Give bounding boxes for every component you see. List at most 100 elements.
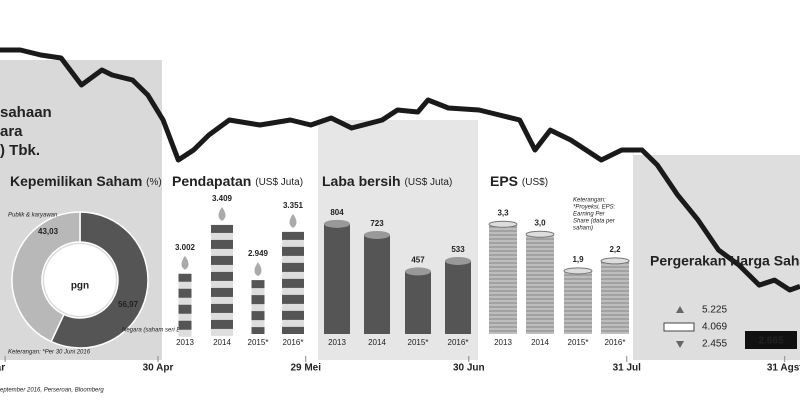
bar [405, 271, 431, 334]
panel-title: Kepemilikan Saham (%) [10, 173, 162, 189]
panel-title: EPS (US$) [490, 173, 548, 189]
coin-stack [488, 220, 518, 334]
title-unit: (US$ Juta) [255, 177, 303, 188]
value-label: 2.949 [248, 249, 269, 258]
bar-cap [324, 219, 350, 228]
note: Keterangan: [573, 198, 606, 204]
donut-segment [50, 211, 149, 349]
x-label: 2013 [328, 338, 346, 347]
x-label: 2014 [368, 338, 386, 347]
stat-icon [676, 306, 684, 313]
coin-column [601, 260, 629, 334]
logo: pgn [71, 281, 89, 292]
coin-top [563, 267, 593, 275]
stripe [282, 239, 304, 247]
source: eptember 2016, Perseroan, Bloomberg [0, 388, 104, 394]
x-label: 2016* [448, 338, 469, 347]
coin-top [488, 220, 518, 228]
stripe [282, 271, 304, 279]
stripe [178, 313, 192, 321]
x-tick-label: Mar [0, 363, 5, 374]
end-label: 2.665 [758, 336, 783, 347]
stat-icon [663, 322, 695, 332]
x-tick-label: 29 Mei [290, 363, 321, 374]
value-label: 2,2 [609, 245, 621, 254]
value-label: 3.409 [212, 194, 233, 203]
panel-title: Laba bersih (US$ Juta) [322, 173, 452, 189]
flame [181, 255, 189, 270]
coin-top [600, 257, 630, 265]
stripe [178, 329, 192, 337]
bar [445, 260, 471, 334]
stripe [251, 320, 265, 328]
stripe [211, 312, 233, 320]
title-text: EPS [490, 173, 518, 189]
coin-stack [525, 230, 555, 334]
logo-bg [44, 244, 116, 316]
legend-label: Negara (saham seri B) [122, 328, 182, 334]
stripe [251, 304, 265, 312]
stat-label: 2.455 [702, 339, 727, 350]
tower-body [282, 231, 304, 334]
headline: ) Tbk. [0, 142, 40, 159]
tower [211, 206, 233, 336]
title-text: Kepemilikan Saham [10, 173, 142, 189]
x-label: 2015* [408, 338, 429, 347]
coin-stack [563, 267, 593, 334]
stripe [211, 296, 233, 304]
tower [178, 255, 192, 337]
value-label: 723 [370, 219, 384, 228]
flame [218, 206, 226, 221]
title-unit: (US$ Juta) [404, 177, 452, 188]
value-label: 3.351 [283, 201, 304, 210]
value-label: 457 [411, 256, 425, 265]
x-tick-label: 31 Jul [613, 363, 642, 374]
tower [251, 262, 265, 334]
stripe [211, 328, 233, 336]
x-label: 2015* [568, 338, 589, 347]
bar-cap [405, 267, 431, 276]
bar [324, 223, 350, 334]
price-line [0, 47, 800, 293]
x-label: 2013 [494, 338, 512, 347]
value-label: 3,3 [497, 208, 509, 217]
bar-cap [445, 256, 471, 265]
coin-column [564, 270, 592, 334]
donut-segment [11, 211, 81, 343]
value-label: 3.002 [175, 243, 196, 252]
stripe [178, 297, 192, 305]
panel-title: Pendapatan (US$ Juta) [172, 173, 303, 189]
stripe [251, 288, 265, 296]
stripe [282, 255, 304, 263]
note: *Proyeksi, EPS: [573, 205, 616, 211]
title-text: Laba bersih [322, 173, 401, 189]
stat-label: 4.069 [702, 322, 727, 333]
x-label: 2016* [283, 338, 304, 347]
x-label: 2016* [605, 338, 626, 347]
flame [289, 213, 297, 228]
title-unit: (%) [146, 177, 162, 188]
coin-stack [600, 257, 630, 334]
x-tick-label: 30 Apr [143, 363, 174, 374]
bar-cap [364, 230, 390, 239]
stripe [282, 287, 304, 295]
coin-top [525, 230, 555, 238]
value-label: 56,97 [118, 300, 139, 309]
tower [282, 213, 304, 334]
stripe [211, 280, 233, 288]
panel-bg [633, 155, 800, 360]
value-label: 3,0 [534, 218, 546, 227]
stripe [211, 232, 233, 240]
flame [254, 262, 262, 277]
x-label: 2013 [176, 338, 194, 347]
stat-icon [676, 341, 684, 348]
title-text: Pendapatan [172, 173, 251, 189]
value-label: 1,9 [572, 255, 584, 264]
x-tick-label: 30 Jun [453, 363, 485, 374]
note: saham) [573, 226, 593, 232]
note: Earning Per [573, 212, 606, 218]
x-label: 2015* [248, 338, 269, 347]
value-label: 533 [451, 245, 465, 254]
value-label: 804 [330, 208, 344, 217]
